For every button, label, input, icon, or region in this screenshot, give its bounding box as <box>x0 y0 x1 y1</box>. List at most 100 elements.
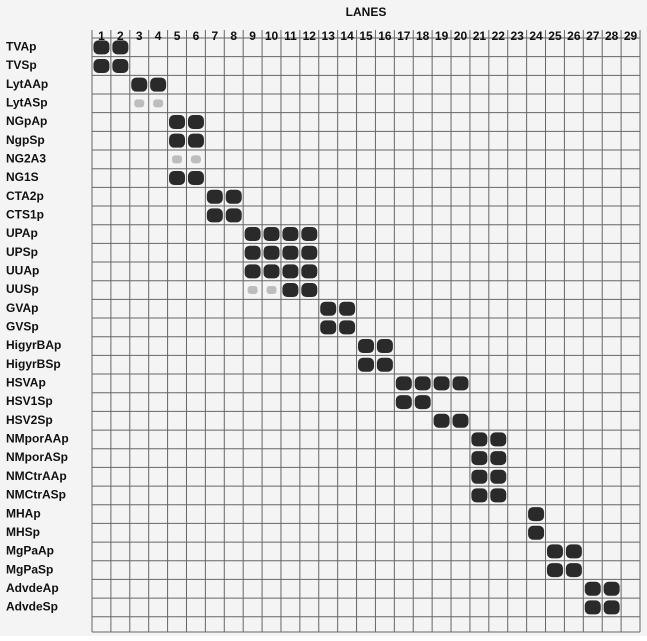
weak-spot <box>248 286 258 294</box>
row-label: UUAp <box>6 264 39 278</box>
spot <box>377 358 393 372</box>
weak-spot <box>191 155 201 163</box>
spot <box>415 395 431 409</box>
spot <box>547 563 563 577</box>
spot <box>301 283 317 297</box>
spot <box>150 78 166 92</box>
lane-number: 26 <box>567 29 581 43</box>
spot <box>452 414 468 428</box>
spot <box>528 507 544 521</box>
row-label: AdvdeAp <box>6 581 59 595</box>
spot <box>207 208 223 222</box>
spot <box>490 432 506 446</box>
spot <box>301 264 317 278</box>
title: LANES <box>346 5 387 19</box>
spot <box>245 246 261 260</box>
row-label: HigyrBSp <box>6 357 61 371</box>
spot <box>188 171 204 185</box>
spot <box>471 432 487 446</box>
lane-number: 19 <box>435 29 449 43</box>
spot <box>282 264 298 278</box>
spot <box>93 40 109 54</box>
spot <box>169 134 185 148</box>
row-label: NGpAp <box>6 114 47 128</box>
spot <box>396 395 412 409</box>
row-label: UPAp <box>6 226 38 240</box>
spot <box>339 302 355 316</box>
spot <box>320 302 336 316</box>
spot <box>585 600 601 614</box>
spot <box>226 190 242 204</box>
spot <box>547 544 563 558</box>
lane-number: 7 <box>211 29 218 43</box>
spot <box>245 227 261 241</box>
spot <box>415 376 431 390</box>
spot <box>93 59 109 73</box>
lane-number: 12 <box>303 29 317 43</box>
spot <box>169 171 185 185</box>
row-label: HSVAp <box>6 376 46 390</box>
lane-number: 4 <box>155 29 162 43</box>
lane-number: 24 <box>529 29 543 43</box>
spot <box>358 339 374 353</box>
spot <box>245 264 261 278</box>
spot <box>169 115 185 129</box>
row-label: CTS1p <box>6 208 44 222</box>
row-label: GVAp <box>6 301 38 315</box>
lane-number: 21 <box>473 29 487 43</box>
row-label: UUSp <box>6 282 39 296</box>
spot <box>188 115 204 129</box>
spot <box>566 544 582 558</box>
row-label: NG1S <box>6 170 39 184</box>
row-label: TVSp <box>6 58 37 72</box>
spot <box>434 414 450 428</box>
spot <box>282 227 298 241</box>
spot <box>604 582 620 596</box>
row-label: TVAp <box>6 40 36 54</box>
weak-spot <box>134 99 144 107</box>
spot <box>226 208 242 222</box>
lane-number: 29 <box>624 29 638 43</box>
spot <box>282 246 298 260</box>
spot <box>566 563 582 577</box>
row-label: HSV1Sp <box>6 394 53 408</box>
lane-number: 20 <box>454 29 468 43</box>
lane-number: 17 <box>397 29 411 43</box>
row-label: NMporAAp <box>6 432 69 446</box>
row-label: MgPaSp <box>6 562 53 576</box>
spot <box>131 78 147 92</box>
row-label: CTA2p <box>6 189 44 203</box>
lane-number: 22 <box>492 29 506 43</box>
spot <box>452 376 468 390</box>
lane-number: 28 <box>605 29 619 43</box>
spot <box>264 246 280 260</box>
lane-number: 11 <box>284 29 297 43</box>
lane-number: 23 <box>510 29 524 43</box>
spot <box>339 320 355 334</box>
spot <box>301 246 317 260</box>
spot <box>490 470 506 484</box>
row-label: MgPaAp <box>6 544 54 558</box>
row-label: GVSp <box>6 320 39 334</box>
row-label: NgpSp <box>6 133 45 147</box>
row-label: NMCtrAAp <box>6 469 67 483</box>
row-label: AdvdeSp <box>6 600 58 614</box>
spot <box>471 470 487 484</box>
lane-number: 18 <box>416 29 430 43</box>
spot <box>320 320 336 334</box>
row-label: NG2A3 <box>6 152 46 166</box>
spot <box>490 451 506 465</box>
row-label: UPSp <box>6 245 38 259</box>
spot <box>396 376 412 390</box>
row-label: MHAp <box>6 506 41 520</box>
lane-number: 9 <box>249 29 256 43</box>
lane-number: 8 <box>230 29 237 43</box>
lane-number: 3 <box>136 29 143 43</box>
weak-spot <box>153 99 163 107</box>
row-label: NMporASp <box>6 450 68 464</box>
lane-number: 6 <box>193 29 200 43</box>
spot <box>604 600 620 614</box>
row-label: LytAAp <box>6 77 48 91</box>
spot <box>528 526 544 540</box>
lane-number: 27 <box>586 29 600 43</box>
